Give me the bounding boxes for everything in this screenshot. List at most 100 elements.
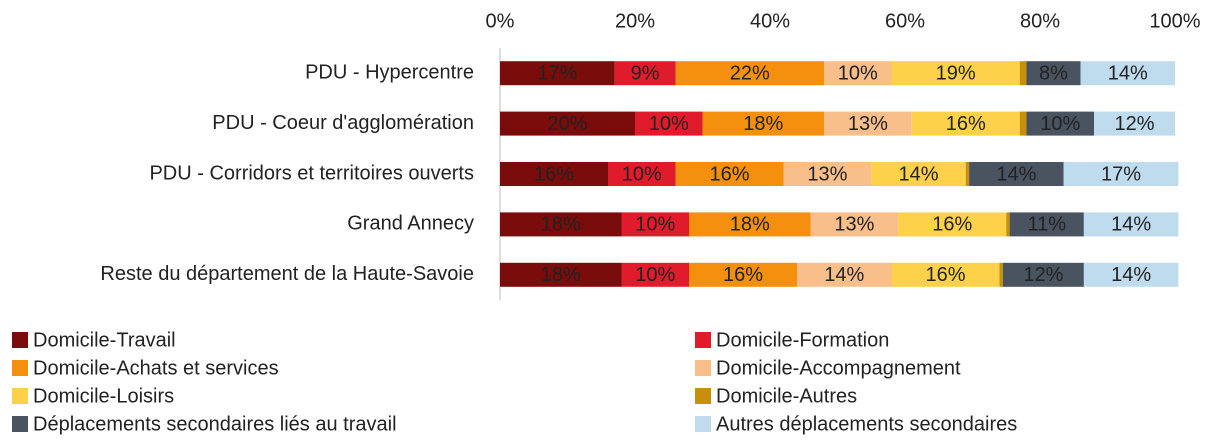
bar-segment — [824, 61, 892, 86]
data-label: 14% — [824, 264, 864, 286]
x-tick-label: 60% — [885, 10, 925, 32]
data-label: 16% — [709, 163, 749, 185]
bar-segment — [1083, 262, 1179, 287]
bar-segment — [891, 61, 1020, 86]
category-label: Reste du département de la Haute-Savoie — [100, 263, 474, 285]
data-label: 16% — [932, 214, 972, 236]
bar-segment — [898, 212, 1007, 237]
bar-segment — [999, 262, 1003, 287]
legend-swatch — [12, 416, 28, 432]
legend-label: Domicile-Loisirs — [33, 385, 174, 407]
legend-swatch — [695, 360, 711, 376]
x-tick-label: 0% — [486, 10, 515, 32]
data-label: 12% — [1114, 113, 1154, 135]
data-label: 14% — [1111, 264, 1151, 286]
bar-segment — [500, 162, 608, 186]
bar-segment — [614, 61, 676, 86]
data-label: 12% — [1023, 264, 1063, 286]
bar-segment — [702, 111, 824, 136]
data-label: 18% — [541, 214, 581, 236]
legend-label: Domicile-Autres — [716, 385, 857, 407]
data-label: 17% — [537, 62, 577, 84]
data-label: 13% — [848, 113, 888, 135]
data-label: 16% — [925, 264, 965, 286]
bar-segment — [1019, 61, 1027, 86]
data-label: 10% — [622, 163, 662, 185]
legend-swatch — [695, 332, 711, 348]
bar-segment — [797, 262, 892, 287]
bar-segment — [1080, 61, 1175, 86]
data-label: 16% — [723, 264, 763, 286]
legend-label: Domicile-Travail — [33, 329, 176, 351]
bar-segment — [1063, 162, 1179, 186]
data-label: 18% — [730, 214, 770, 236]
legend-label: Autres déplacements secondaires — [716, 413, 1017, 435]
data-label: 16% — [534, 163, 574, 185]
data-label: 14% — [1111, 214, 1151, 236]
legend-swatch — [12, 360, 28, 376]
data-label: 13% — [807, 163, 847, 185]
category-label: PDU - Hypercentre — [305, 61, 474, 83]
bar-segment — [1026, 111, 1094, 136]
bar-segment — [621, 212, 689, 237]
bar-segment — [500, 111, 635, 136]
legend-label: Domicile-Formation — [716, 329, 889, 351]
bar-segment — [911, 111, 1020, 136]
bar-segment — [891, 262, 1000, 287]
data-label: 10% — [838, 62, 878, 84]
bar-segment — [810, 212, 899, 237]
category-label: PDU - Corridors et territoires ouverts — [149, 162, 474, 184]
data-label: 14% — [898, 163, 938, 185]
bar-segment — [871, 162, 966, 186]
bar-segment — [500, 262, 622, 287]
data-label: 10% — [635, 264, 675, 286]
bar-segment — [1002, 262, 1084, 287]
data-label: 18% — [541, 264, 581, 286]
legend-label: Domicile-Achats et services — [33, 357, 279, 379]
legend-label: Déplacements secondaires liés au travail — [33, 413, 397, 435]
data-label: 11% — [1027, 214, 1066, 236]
bar-segment — [1026, 61, 1081, 86]
x-tick-label: 80% — [1020, 10, 1060, 32]
data-label: 9% — [631, 62, 660, 84]
bar-segment — [969, 162, 1064, 186]
bar-segment — [608, 162, 676, 186]
bar-segment — [500, 61, 615, 86]
data-label: 17% — [1101, 163, 1141, 185]
legend-swatch — [12, 388, 28, 404]
bar-segment — [1009, 212, 1084, 237]
data-label: 8% — [1039, 62, 1068, 84]
data-label: 14% — [996, 163, 1036, 185]
bar-segment — [675, 162, 784, 186]
bar-segment — [1094, 111, 1175, 136]
bar-segment — [689, 212, 811, 237]
legend-swatch — [12, 332, 28, 348]
bar-segment — [500, 212, 622, 237]
bar-segment — [621, 262, 689, 287]
data-label: 22% — [730, 62, 770, 84]
data-label: 19% — [936, 62, 976, 84]
category-label: PDU - Coeur d'agglomération — [212, 112, 474, 134]
bar-segment — [675, 61, 824, 86]
data-label: 10% — [635, 214, 675, 236]
bar-segment — [635, 111, 703, 136]
data-label: 13% — [834, 214, 874, 236]
bar-segment — [783, 162, 872, 186]
legend-label: Domicile-Accompagnement — [716, 357, 961, 379]
bar-segment — [965, 162, 970, 186]
bar-segment — [1083, 212, 1179, 237]
data-label: 20% — [547, 113, 587, 135]
legend-swatch — [695, 416, 711, 432]
data-label: 18% — [743, 113, 783, 135]
category-label: Grand Annecy — [347, 213, 474, 235]
bar-segment — [689, 262, 797, 287]
x-tick-label: 40% — [750, 10, 790, 32]
data-label: 10% — [1040, 113, 1080, 135]
bar-segment — [1006, 212, 1010, 237]
data-label: 14% — [1108, 62, 1148, 84]
bar-segment — [824, 111, 912, 136]
x-tick-label: 100% — [1149, 10, 1200, 32]
data-label: 16% — [946, 113, 986, 135]
x-tick-label: 20% — [615, 10, 655, 32]
